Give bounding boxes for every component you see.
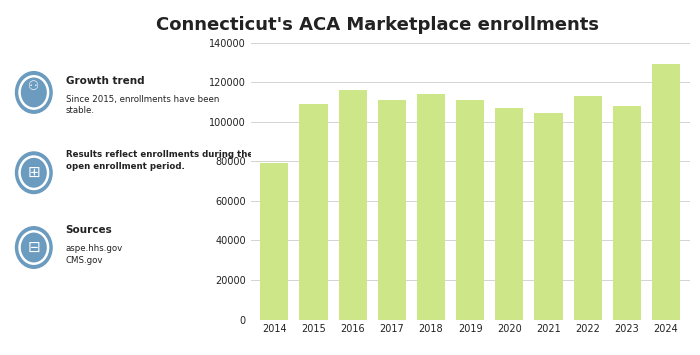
- Text: Connecticut's ACA Marketplace enrollments: Connecticut's ACA Marketplace enrollment…: [157, 16, 599, 34]
- Bar: [534, 113, 563, 320]
- Circle shape: [15, 152, 52, 193]
- Bar: [652, 64, 680, 320]
- Text: health
insurance
.org: health insurance .org: [43, 318, 87, 349]
- Text: Results reflect enrollments during the
open enrollment period.: Results reflect enrollments during the o…: [66, 150, 253, 171]
- Text: ⊟: ⊟: [27, 240, 40, 255]
- Bar: [260, 163, 288, 320]
- Text: ⚇: ⚇: [28, 80, 39, 93]
- Bar: [416, 94, 445, 320]
- Text: Growth trend: Growth trend: [66, 76, 144, 86]
- Text: aspe.hhs.gov
CMS.gov: aspe.hhs.gov CMS.gov: [66, 244, 122, 265]
- Bar: [495, 108, 524, 320]
- Text: ⊞: ⊞: [27, 165, 40, 180]
- Circle shape: [15, 227, 52, 268]
- Circle shape: [15, 72, 52, 113]
- Bar: [378, 100, 406, 320]
- Bar: [300, 104, 328, 320]
- Bar: [456, 100, 484, 320]
- Text: Since 2015, enrollments have been
stable.: Since 2015, enrollments have been stable…: [66, 94, 219, 115]
- Bar: [339, 90, 367, 320]
- Text: Sources: Sources: [66, 224, 112, 235]
- Bar: [612, 106, 641, 320]
- Bar: [573, 96, 602, 320]
